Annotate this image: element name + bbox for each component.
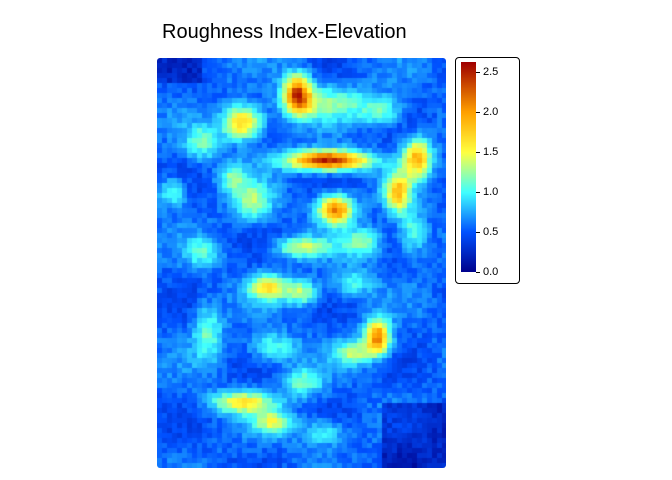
colorbar-tick-label: 1.0 <box>483 185 499 198</box>
colorbar-tick-label: 2.0 <box>483 105 499 118</box>
roughness-raster <box>157 58 446 468</box>
colorbar-tick-label: 1.5 <box>483 145 499 158</box>
colorbar-tick-label: 2.5 <box>483 65 499 78</box>
colorbar-tick-label: 0.5 <box>483 225 499 238</box>
colorbar-tick <box>476 111 480 113</box>
map-title: Roughness Index-Elevation <box>162 21 407 43</box>
colorbar-tick <box>476 191 480 193</box>
legend-box <box>455 57 520 284</box>
colorbar-tick <box>476 272 480 273</box>
colorbar <box>461 62 476 272</box>
colorbar-tick-label: 0.0 <box>483 266 499 278</box>
colorbar-tick <box>476 231 480 233</box>
colorbar-tick <box>476 71 480 73</box>
colorbar-tick <box>476 151 480 153</box>
